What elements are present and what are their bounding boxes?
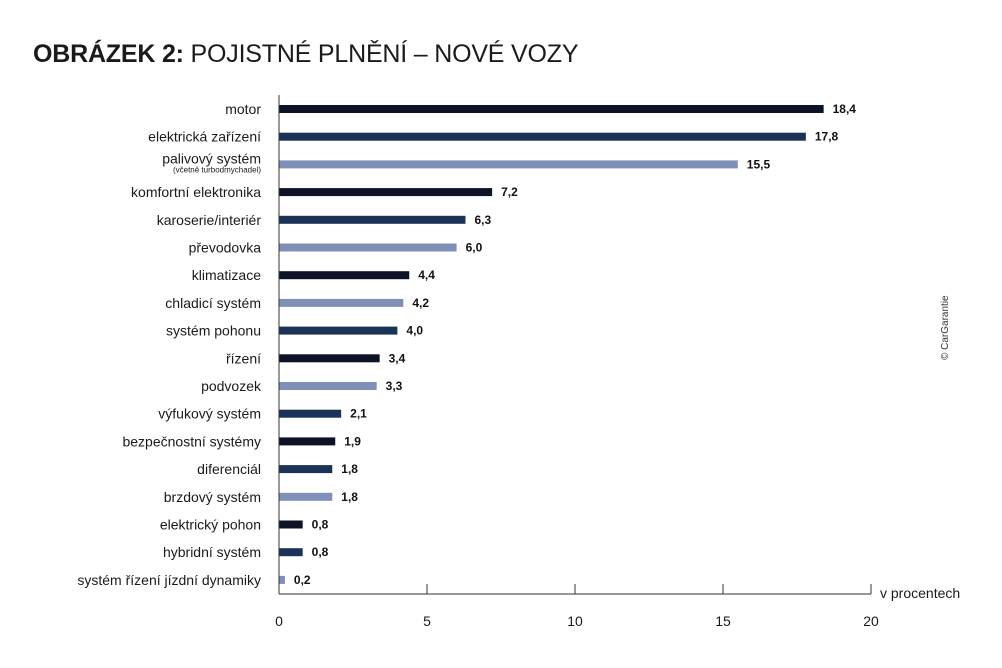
category-label: podvozek — [201, 378, 262, 394]
bar — [279, 548, 303, 557]
category-label: hybridní systém — [163, 544, 261, 560]
x-tick-label: 5 — [423, 613, 431, 629]
bar-value-label: 2,1 — [350, 407, 367, 421]
bar — [279, 215, 466, 224]
chart-title: OBRÁZEK 2: POJISTNÉ PLNĚNÍ – NOVÉ VOZY — [33, 38, 578, 70]
bar-value-label: 18,4 — [833, 102, 857, 116]
category-label: palivový systém — [162, 150, 261, 166]
bar-value-label: 3,3 — [386, 379, 403, 393]
chart-title-number: OBRÁZEK 2: — [33, 40, 184, 68]
category-label: převodovka — [189, 240, 262, 256]
bar-value-label: 0,2 — [294, 573, 311, 587]
category-label: elektrický pohon — [160, 517, 261, 533]
category-label: bezpečnostní systémy — [122, 433, 261, 449]
bar-value-label: 4,4 — [418, 268, 435, 282]
category-label: výfukový systém — [158, 406, 261, 422]
bar — [279, 271, 410, 280]
bar — [279, 465, 333, 474]
bar — [279, 437, 336, 446]
x-tick-label: 20 — [863, 613, 879, 629]
category-label: systém řízení jízdní dynamiky — [77, 572, 261, 588]
bar — [279, 105, 824, 113]
bar-value-label: 1,8 — [341, 490, 358, 504]
bar-value-label: 6,0 — [466, 241, 483, 255]
category-label: řízení — [226, 350, 261, 366]
bar-value-label: 0,8 — [312, 518, 329, 532]
bar — [279, 382, 377, 390]
bar-value-label: 17,8 — [815, 130, 839, 144]
category-label: diferenciál — [197, 461, 261, 477]
bar — [279, 132, 806, 141]
bar — [279, 326, 398, 335]
bar — [279, 160, 738, 169]
bar — [279, 354, 380, 363]
category-label: chladicí systém — [165, 295, 261, 311]
bar-value-label: 4,2 — [412, 296, 429, 310]
category-label: elektrická zařízení — [148, 129, 261, 145]
bar — [279, 575, 285, 584]
copyright-credit: © CarGarantie — [940, 295, 951, 360]
category-sublabel: (včetně turbodmychadel) — [173, 165, 261, 174]
category-label: brzdový systém — [164, 489, 261, 505]
bar-value-label: 0,8 — [312, 545, 329, 559]
category-label: systém pohonu — [166, 323, 261, 339]
bar-value-label: 15,5 — [747, 157, 771, 171]
x-tick-label: 15 — [715, 613, 731, 629]
category-label: motor — [225, 101, 261, 117]
x-tick-label: 0 — [275, 613, 283, 629]
x-tick-label: 10 — [567, 613, 583, 629]
bar-value-label: 3,4 — [389, 351, 406, 365]
bar-value-label: 7,2 — [501, 185, 518, 199]
bar — [279, 188, 493, 197]
category-label: klimatizace — [192, 267, 261, 283]
bar — [279, 243, 457, 252]
bar-value-label: 4,0 — [406, 324, 423, 338]
chart-title-text: POJISTNÉ PLNĚNÍ – NOVÉ VOZY — [183, 40, 579, 68]
category-label: komfortní elektronika — [131, 184, 261, 200]
bar-value-label: 6,3 — [474, 213, 491, 227]
bar-value-label: 1,8 — [341, 462, 358, 476]
bar — [279, 409, 342, 418]
x-axis-unit-label: v procentech — [880, 585, 960, 601]
bar — [279, 298, 404, 307]
bar — [279, 520, 303, 529]
bar-value-label: 1,9 — [344, 434, 361, 448]
category-label: karoserie/interiér — [157, 212, 262, 228]
bar — [279, 492, 333, 501]
